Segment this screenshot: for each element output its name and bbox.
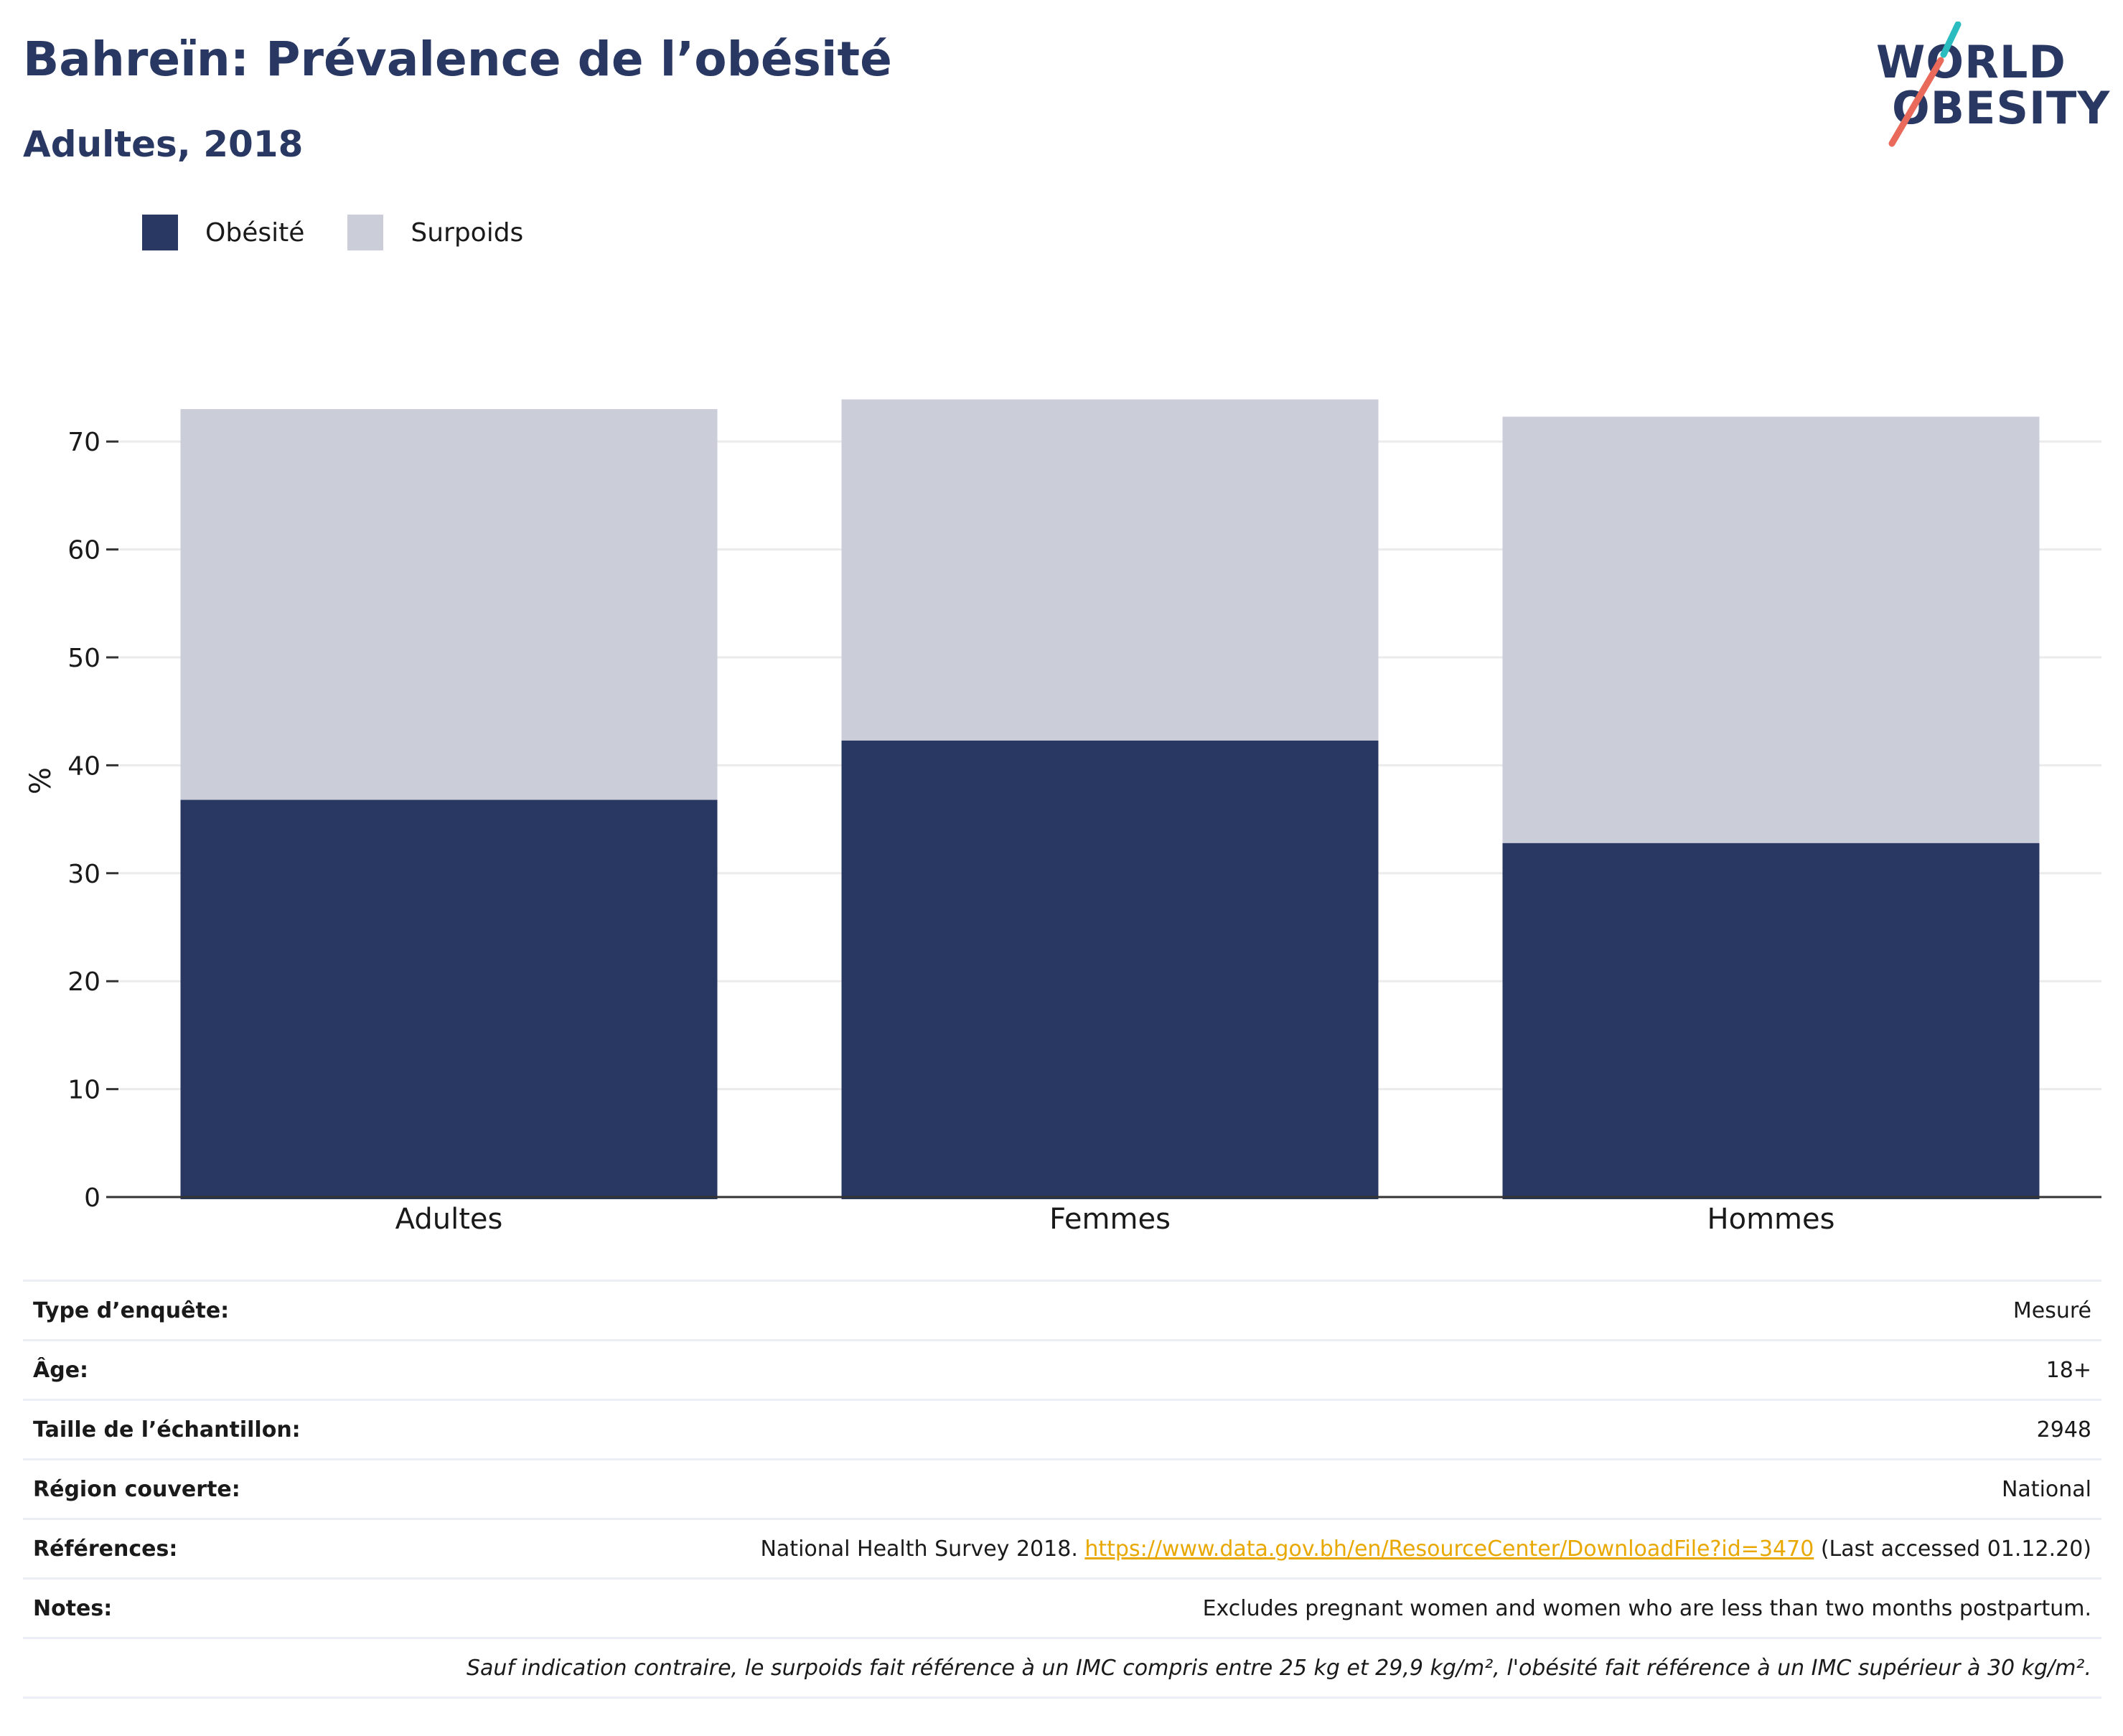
bar-overweight [841, 399, 1379, 741]
info-row-sample-size: Taille de l’échantillon: 2948 [23, 1401, 2101, 1460]
info-row-age: Âge: 18+ [23, 1341, 2101, 1401]
info-row-notes: Notes: Excludes pregnant women and women… [23, 1580, 2101, 1639]
references-text: National Health Survey 2018. [760, 1536, 1085, 1562]
y-tick-label: 30 [67, 860, 100, 889]
survey-info-table: Type d’enquête: Mesuré Âge: 18+ Taille d… [23, 1280, 2101, 1699]
legend-swatch-obesity [142, 215, 178, 250]
bar-obesity [841, 740, 1379, 1199]
footnote-text: Sauf indication contraire, le surpoids f… [466, 1655, 2091, 1681]
info-value: National [2001, 1476, 2091, 1502]
bar-obesity [180, 799, 718, 1199]
legend-swatch-overweight [347, 215, 384, 250]
references-accessed: (Last accessed 01.12.20) [1814, 1536, 2091, 1562]
info-row-references: Références: National Health Survey 2018.… [23, 1520, 2101, 1580]
world-obesity-logo: WORLD OBESITY [1866, 22, 2110, 151]
legend-label-obesity: Obésité [205, 217, 305, 248]
y-tick-label: 70 [67, 428, 100, 457]
y-tick-label: 0 [84, 1183, 100, 1213]
y-tick-label: 20 [67, 967, 100, 997]
x-tick-label: Hommes [1707, 1203, 1835, 1236]
info-value: Mesuré [2012, 1298, 2091, 1323]
legend-label-overweight: Surpoids [411, 217, 524, 248]
logo-line-2: OBESITY [1892, 82, 2111, 134]
bar-overweight [180, 409, 718, 800]
info-label: Taille de l’échantillon: [33, 1417, 301, 1442]
info-value: Excludes pregnant women and women who ar… [1202, 1595, 2091, 1621]
bar-obesity [1502, 843, 2040, 1199]
legend-item-overweight[interactable]: Surpoids [347, 215, 523, 250]
references-value: National Health Survey 2018. https://www… [760, 1536, 2091, 1562]
info-row-survey-type: Type d’enquête: Mesuré [23, 1282, 2101, 1341]
info-label: Références: [33, 1536, 178, 1562]
info-value: 2948 [2036, 1417, 2091, 1442]
x-tick-label: Adultes [395, 1203, 503, 1236]
info-label: Âge: [33, 1357, 89, 1383]
y-axis-label: % [24, 767, 57, 794]
chart-title: Bahreïn: Prévalence de l’obésité [23, 32, 892, 87]
bar-chart: 0 10 20 30 40 50 60 70% Adultes Femmes Hommes [24, 399, 2101, 1236]
chart-subtitle: Adultes, 2018 [23, 123, 304, 165]
references-link[interactable]: https://www.data.gov.bh/en/ResourceCente… [1084, 1536, 1814, 1562]
logo-slash-icon [1888, 22, 1962, 147]
info-label: Type d’enquête: [33, 1298, 230, 1323]
y-tick-label: 50 [67, 644, 100, 673]
y-tick-label: 60 [67, 536, 100, 566]
info-label: Notes: [33, 1595, 113, 1621]
x-tick-label: Femmes [1049, 1203, 1171, 1236]
info-footnote: Sauf indication contraire, le surpoids f… [23, 1639, 2101, 1699]
y-tick-label: 10 [67, 1076, 100, 1105]
info-value: 18+ [2045, 1357, 2091, 1383]
y-tick-label: 40 [67, 751, 100, 781]
info-label: Région couverte: [33, 1476, 240, 1502]
chart-legend: Obésité Surpoids [142, 214, 566, 251]
info-row-region: Région couverte: National [23, 1460, 2101, 1520]
logo-line-1: WORLD [1876, 36, 2066, 88]
legend-item-obesity[interactable]: Obésité [142, 215, 304, 250]
bar-overweight [1502, 416, 2040, 843]
